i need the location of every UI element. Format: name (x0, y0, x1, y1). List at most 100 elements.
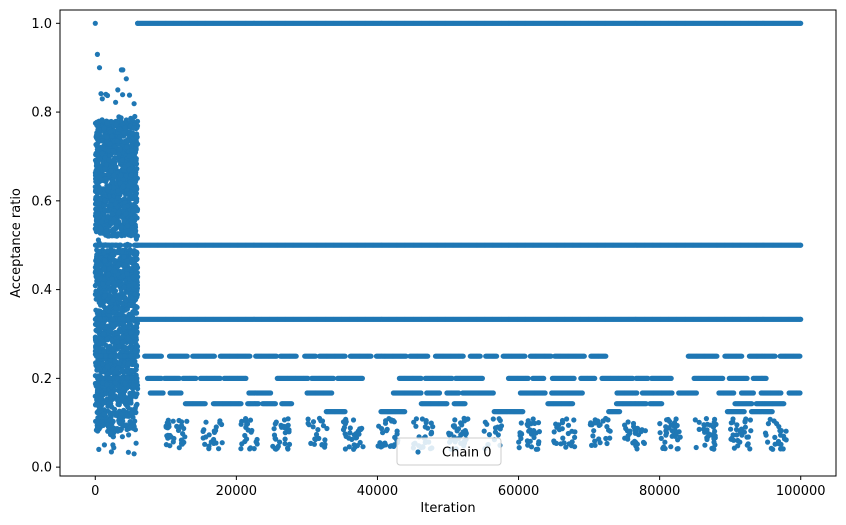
data-point (98, 396, 104, 402)
data-point (95, 258, 101, 264)
data-point (102, 367, 108, 373)
data-point (93, 194, 99, 200)
data-point (126, 432, 132, 438)
data-point (123, 229, 129, 235)
data-point (117, 146, 123, 152)
data-point (130, 316, 136, 322)
data-point (125, 405, 131, 411)
data-point (106, 148, 112, 154)
data-point (122, 262, 128, 268)
data-point (92, 334, 98, 340)
data-point (124, 306, 130, 312)
data-point (119, 269, 126, 275)
data-point (95, 132, 101, 138)
data-point (95, 320, 101, 326)
data-point (105, 271, 112, 278)
data-point (128, 172, 134, 178)
data-point (130, 309, 136, 315)
data-point (134, 256, 140, 262)
data-point (92, 393, 98, 399)
data-point (126, 153, 132, 159)
data-point (130, 302, 136, 308)
data-point (100, 331, 107, 337)
data-point (102, 207, 108, 213)
data-point (113, 305, 119, 311)
data-point (96, 308, 102, 314)
data-point (133, 134, 140, 140)
data-point (133, 362, 140, 369)
data-point (112, 343, 118, 350)
data-point (118, 172, 124, 178)
data-point (125, 316, 131, 322)
data-point (129, 147, 135, 153)
data-point (101, 125, 107, 132)
data-point (114, 339, 120, 345)
data-point (129, 193, 135, 199)
data-point (123, 345, 129, 351)
data-point (122, 124, 128, 131)
data-point (104, 134, 110, 140)
data-point (115, 195, 121, 201)
data-point (122, 353, 128, 359)
data-point (107, 287, 113, 293)
data-point (128, 330, 134, 336)
data-point (119, 367, 125, 373)
data-point (106, 312, 113, 318)
data-point (121, 130, 127, 136)
data-point (123, 173, 129, 179)
data-point (97, 299, 103, 305)
data-point (103, 391, 109, 397)
data-point (121, 196, 127, 202)
data-point (129, 220, 135, 226)
data-point (93, 187, 99, 193)
data-point (119, 248, 125, 255)
data-point (116, 402, 122, 408)
data-point (122, 324, 129, 330)
data-point (112, 292, 118, 298)
data-point (99, 138, 105, 144)
data-point (116, 360, 122, 366)
data-point (113, 99, 119, 105)
data-point (106, 152, 113, 158)
data-point (98, 226, 104, 232)
data-point (97, 156, 103, 162)
data-point (134, 233, 140, 239)
data-point (124, 366, 130, 372)
data-point (109, 252, 115, 258)
data-point (93, 360, 99, 366)
data-point (114, 330, 120, 336)
data-point (131, 125, 137, 131)
data-point (104, 242, 110, 248)
data-point (108, 353, 114, 359)
data-point (109, 211, 115, 217)
data-point (122, 398, 129, 404)
data-point (107, 292, 113, 298)
data-point (119, 348, 126, 354)
data-point (118, 225, 124, 231)
data-point (96, 242, 102, 248)
data-point (128, 400, 134, 406)
data-point (107, 328, 113, 334)
data-point (105, 280, 112, 286)
data-point (113, 223, 119, 229)
data-point (211, 353, 217, 359)
data-point (99, 117, 105, 123)
data-point (94, 387, 101, 393)
data-point (92, 316, 98, 322)
data-point (98, 219, 105, 225)
data-point (107, 417, 113, 423)
data-point (101, 266, 107, 272)
data-point (97, 196, 103, 202)
data-point (98, 353, 104, 359)
data-point (110, 316, 116, 322)
data-point (131, 101, 137, 107)
data-point (111, 280, 117, 286)
data-point (130, 274, 136, 281)
data-point (95, 293, 101, 299)
data-point (121, 218, 127, 224)
data-point (103, 353, 109, 359)
data-point (107, 129, 114, 135)
data-point (131, 186, 137, 192)
data-point (184, 353, 190, 359)
data-point (113, 121, 119, 128)
